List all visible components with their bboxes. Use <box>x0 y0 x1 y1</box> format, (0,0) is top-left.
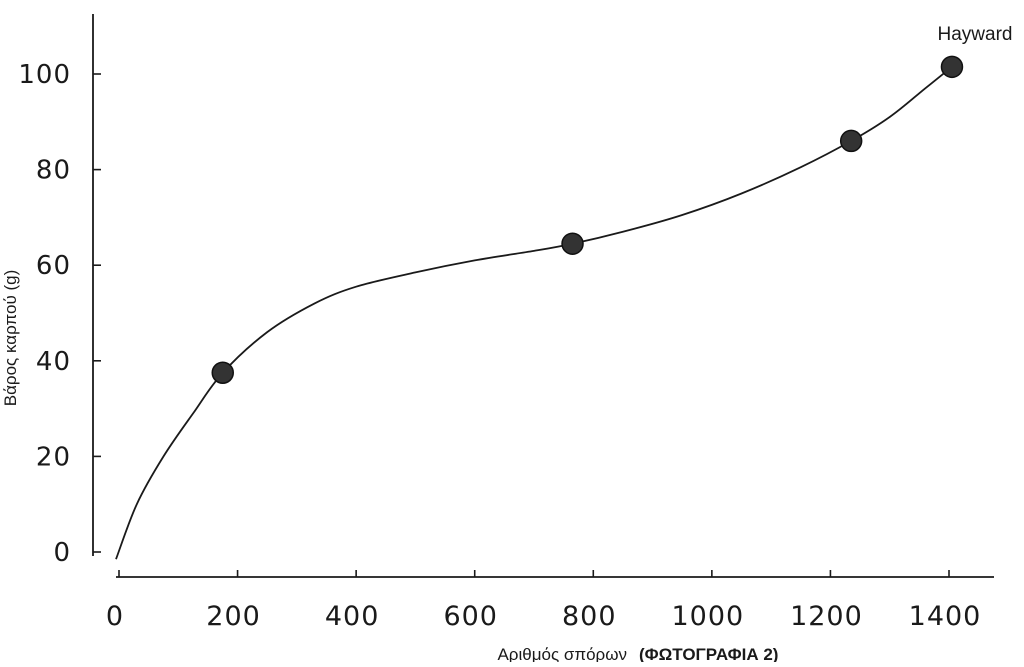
labels: Βάρος καρπού (g) Αριθμός σπόρων (ΦΩΤΟΓΡΑ… <box>1 24 1013 664</box>
curve-layer <box>115 66 953 560</box>
x-tick-label: 1000 <box>671 601 744 632</box>
x-tick-label: 1400 <box>909 601 982 632</box>
x-tick-label: 800 <box>562 601 617 632</box>
y-tick-label: 20 <box>36 442 71 472</box>
y-tick-label: 0 <box>53 538 71 568</box>
x-tick-label: 1200 <box>790 601 863 632</box>
x-tick-label: 600 <box>443 601 498 632</box>
x-tick-label: 0 <box>106 601 124 632</box>
y-tick-label: 100 <box>18 60 71 90</box>
y-axis-label: Βάρος καρπού (g) <box>1 270 20 407</box>
data-point-2 <box>561 232 584 255</box>
hayward-annotation: Hayward <box>938 24 1013 45</box>
data-points <box>211 55 964 384</box>
x-axis-label: Αριθμός σπόρων <box>497 645 627 662</box>
y-tick-label: 60 <box>36 251 71 281</box>
y-tick-label: 40 <box>36 347 71 377</box>
x-tick-label: 400 <box>325 601 380 632</box>
chart-caption: (ΦΩΤΟΓΡΑΦΙΑ 2) <box>639 645 778 662</box>
x-tick-label: 200 <box>206 601 261 632</box>
data-point-1 <box>211 361 234 384</box>
data-point-4 <box>940 55 964 79</box>
y-tick-label: 80 <box>36 156 71 186</box>
series-line <box>115 66 953 560</box>
data-point-3 <box>839 129 863 153</box>
